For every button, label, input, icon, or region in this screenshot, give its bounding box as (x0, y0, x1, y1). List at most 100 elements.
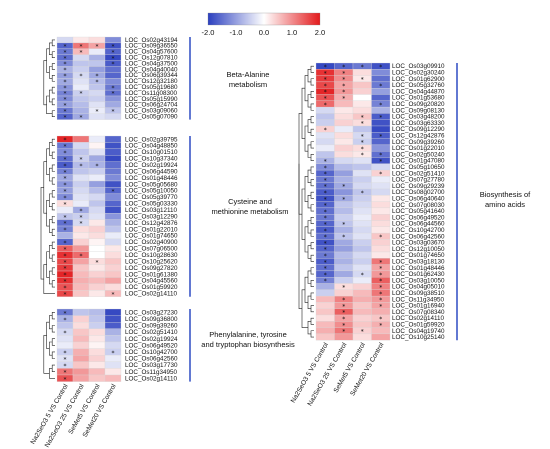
gene-label: LOC_Os03g03670 (392, 240, 445, 247)
colorbar-gradient (207, 12, 321, 26)
significance-star: * (342, 89, 345, 96)
significance-star: * (96, 73, 99, 80)
significance-star: * (361, 272, 364, 279)
dendrogram-branch (310, 103, 314, 111)
dendrogram-branch (310, 128, 314, 136)
significance-star: * (379, 83, 382, 90)
significance-star: * (342, 184, 345, 191)
heatmap-cell (334, 169, 354, 177)
gene-label: LOC_Os01g16940 (392, 303, 445, 310)
significance-star: * (96, 108, 99, 115)
dendrogram-branch (51, 151, 55, 159)
heatmap-cell (72, 232, 90, 240)
dendrogram-branch (307, 270, 311, 284)
significance-star: * (80, 44, 83, 51)
gene-label: LOC_Os02g14110 (125, 291, 178, 298)
heatmap-cell (88, 251, 106, 259)
significance-star: * (64, 73, 67, 80)
gene-label: LOC_Os03g09910 (392, 63, 445, 70)
dendrogram-branch (307, 169, 311, 183)
dendrogram-branch (310, 78, 314, 86)
dendrogram-0 (43, 39, 55, 117)
significance-star: * (80, 208, 83, 215)
gene-label: LOC_Os10g28630 (125, 252, 178, 259)
gene-label: LOC_Os02g43194 (125, 37, 178, 44)
heatmap-cell (88, 245, 106, 252)
significance-star: * (324, 95, 327, 102)
significance-star: * (64, 285, 67, 292)
significance-star: * (64, 272, 67, 279)
dendrogram-branch (46, 251, 50, 278)
gene-label: LOC_Os12g10050 (392, 246, 445, 253)
heatmap-cell (104, 174, 122, 182)
significance-star: * (64, 156, 67, 163)
dendrogram-branch (51, 312, 55, 320)
significance-star: * (361, 121, 364, 128)
heatmap-cell (88, 308, 106, 316)
heatmap-cell (88, 36, 106, 44)
significance-star: * (379, 234, 382, 241)
heatmap-cell (56, 206, 74, 214)
dendrogram-branch (310, 217, 314, 224)
heatmap-cell (371, 106, 391, 114)
heatmap-cell (88, 219, 106, 227)
gene-label: LOC_Os05g03330 (125, 201, 178, 208)
significance-star: * (64, 144, 67, 151)
gene-label: LOC_Os01g22010 (392, 145, 445, 152)
significance-star: * (80, 114, 83, 121)
significance-star: * (379, 152, 382, 159)
heatmap-cell (72, 283, 90, 291)
heatmap-cell (352, 157, 372, 164)
heatmap-cell (371, 239, 391, 246)
heatmap-cell (104, 193, 122, 201)
significance-star: * (324, 127, 327, 134)
significance-star: * (64, 370, 67, 377)
dendrogram-branch (49, 315, 53, 330)
heatmap-cell (72, 258, 90, 265)
heatmap-cell (72, 135, 90, 143)
dendrogram-branch (51, 138, 55, 146)
gene-label: LOC_Os04g40040 (125, 66, 178, 73)
heatmap-cell (104, 341, 122, 349)
heatmap-cell (371, 308, 391, 316)
significance-star: * (64, 55, 67, 62)
significance-star: * (324, 64, 327, 71)
heatmap-cell (104, 206, 122, 214)
gene-label: LOC_Os01g74650 (125, 233, 178, 240)
heatmap-cell (88, 167, 106, 175)
heatmap-cell (104, 374, 122, 382)
heatmap-cell (352, 314, 372, 322)
dendrogram-branch (51, 63, 55, 70)
gene-label: LOC_Os01g61380 (125, 271, 178, 278)
gene-label: LOC_Os06g44590 (125, 168, 178, 175)
dendrogram-branch (304, 176, 308, 202)
heatmap-cell (104, 270, 122, 278)
significance-star: * (379, 291, 382, 298)
gene-label: LOC_Os03g48200 (392, 114, 445, 121)
gene-label: LOC_Os06g42560 (125, 356, 178, 363)
heatmap-cell (334, 163, 354, 171)
significance-star: * (112, 91, 115, 98)
heatmap-cell (352, 169, 372, 177)
heatmap-cell (72, 142, 90, 150)
dendrogram-branch (298, 113, 302, 215)
heatmap-cell (104, 72, 122, 79)
heatmap-cell (72, 95, 90, 103)
heatmap-cell (352, 182, 372, 190)
heatmap-cell (352, 295, 372, 303)
heatmap-cell (104, 101, 122, 108)
heatmap-cell (352, 264, 372, 272)
significance-star: * (64, 163, 67, 170)
significance-star: * (64, 67, 67, 74)
gene-label: LOC_Os05g10050 (125, 188, 178, 195)
significance-star: * (96, 44, 99, 51)
heatmap-cell (315, 144, 335, 152)
heatmap-cell (88, 84, 106, 91)
significance-star: * (64, 310, 67, 317)
significance-star: * (342, 196, 345, 203)
heatmap-cell (72, 78, 90, 85)
gene-label: LOC_Os01g22010 (125, 226, 178, 233)
significance-star: * (361, 190, 364, 197)
dendrogram-branch (51, 228, 55, 236)
dendrogram-branch (49, 142, 53, 156)
